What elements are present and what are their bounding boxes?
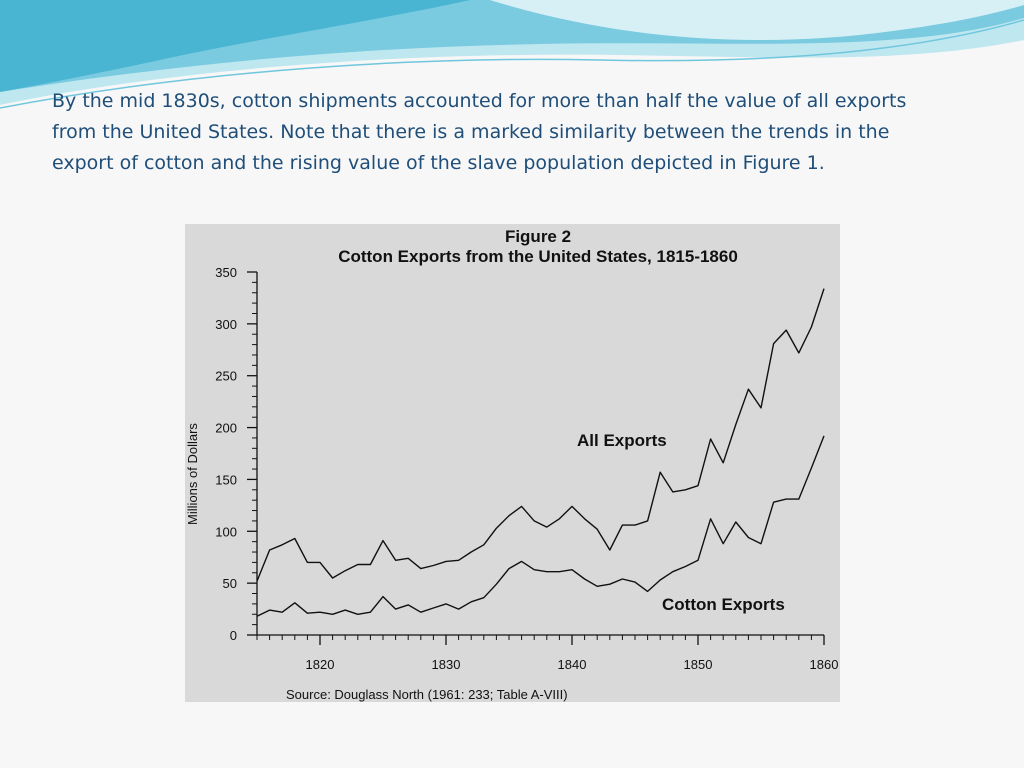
y-tick-label: 250	[215, 369, 237, 384]
x-tick-label: 1850	[684, 657, 713, 672]
top-wave-dark	[0, 0, 470, 92]
chart-source: Source: Douglass North (1961: 233; Table…	[286, 687, 568, 702]
series-line-all-exports	[256, 288, 825, 582]
x-tick-label: 1860	[810, 657, 839, 672]
x-tick-label: 1840	[558, 657, 587, 672]
chart-subtitle: Cotton Exports from the United States, 1…	[338, 247, 738, 266]
y-tick-label: 0	[230, 628, 237, 643]
x-tick-label: 1820	[306, 657, 335, 672]
x-tick-label: 1830	[432, 657, 461, 672]
y-tick-label: 350	[215, 265, 237, 280]
y-tick-label: 150	[215, 472, 237, 487]
y-tick-label: 300	[215, 317, 237, 332]
y-tick-label: 50	[223, 576, 237, 591]
chart-axes: 0 50 100 150 200 250 300 350 1820 1830 1840 1850 186…	[215, 265, 838, 672]
series-label-all-exports: All Exports	[577, 431, 667, 450]
top-wave-white	[490, 0, 1024, 40]
slide-body-text: By the mid 1830s, cotton shipments accou…	[52, 90, 907, 174]
figure-2-chart: Figure 2 Cotton Exports from the United …	[185, 224, 840, 702]
y-tick-label: 200	[215, 421, 237, 436]
chart-svg: Figure 2 Cotton Exports from the United …	[185, 227, 838, 702]
chart-title: Figure 2	[505, 227, 571, 246]
y-axis-label: Millions of Dollars	[185, 423, 200, 525]
chart-lines	[256, 288, 825, 617]
series-label-cotton-exports: Cotton Exports	[662, 595, 785, 614]
top-wave-line	[0, 19, 1024, 109]
series-line-cotton-exports	[256, 435, 825, 617]
y-tick-label: 100	[215, 524, 237, 539]
